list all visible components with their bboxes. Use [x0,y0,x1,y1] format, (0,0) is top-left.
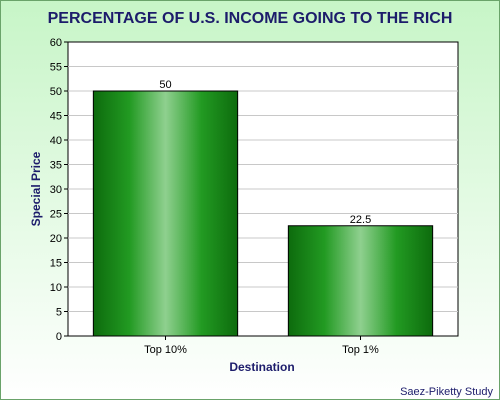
y-tick-label: 45 [50,111,62,123]
data-label: 22.5 [350,214,371,226]
bar [92,90,239,337]
x-tick-label: Top 1% [342,344,379,356]
x-tick-label: Top 10% [144,344,187,356]
bar [287,225,434,337]
y-tick-label: 20 [50,233,62,245]
y-axis-ticks: 0 5 10 15 20 25 30 35 40 45 50 55 60 [50,37,68,343]
bars: 50 22.5 [92,79,434,337]
y-tick-label: 40 [50,135,62,147]
x-axis-ticks: Top 10% Top 1% [144,336,379,356]
y-tick-label: 5 [56,307,62,319]
y-tick-label: 35 [50,160,62,172]
y-axis-label: Special Price [29,151,43,226]
y-tick-label: 50 [50,86,62,98]
y-tick-label: 15 [50,258,62,270]
y-tick-label: 55 [50,62,62,74]
y-tick-label: 30 [50,184,62,196]
chart-title: PERCENTAGE OF U.S. INCOME GOING TO THE R… [48,10,453,27]
y-tick-label: 0 [56,331,62,343]
x-axis-label: Destination [229,360,294,374]
y-tick-label: 10 [50,282,62,294]
y-tick-label: 60 [50,37,62,49]
source-note: Saez-Piketty Study [400,386,493,398]
y-tick-label: 25 [50,209,62,221]
data-label: 50 [159,79,171,91]
